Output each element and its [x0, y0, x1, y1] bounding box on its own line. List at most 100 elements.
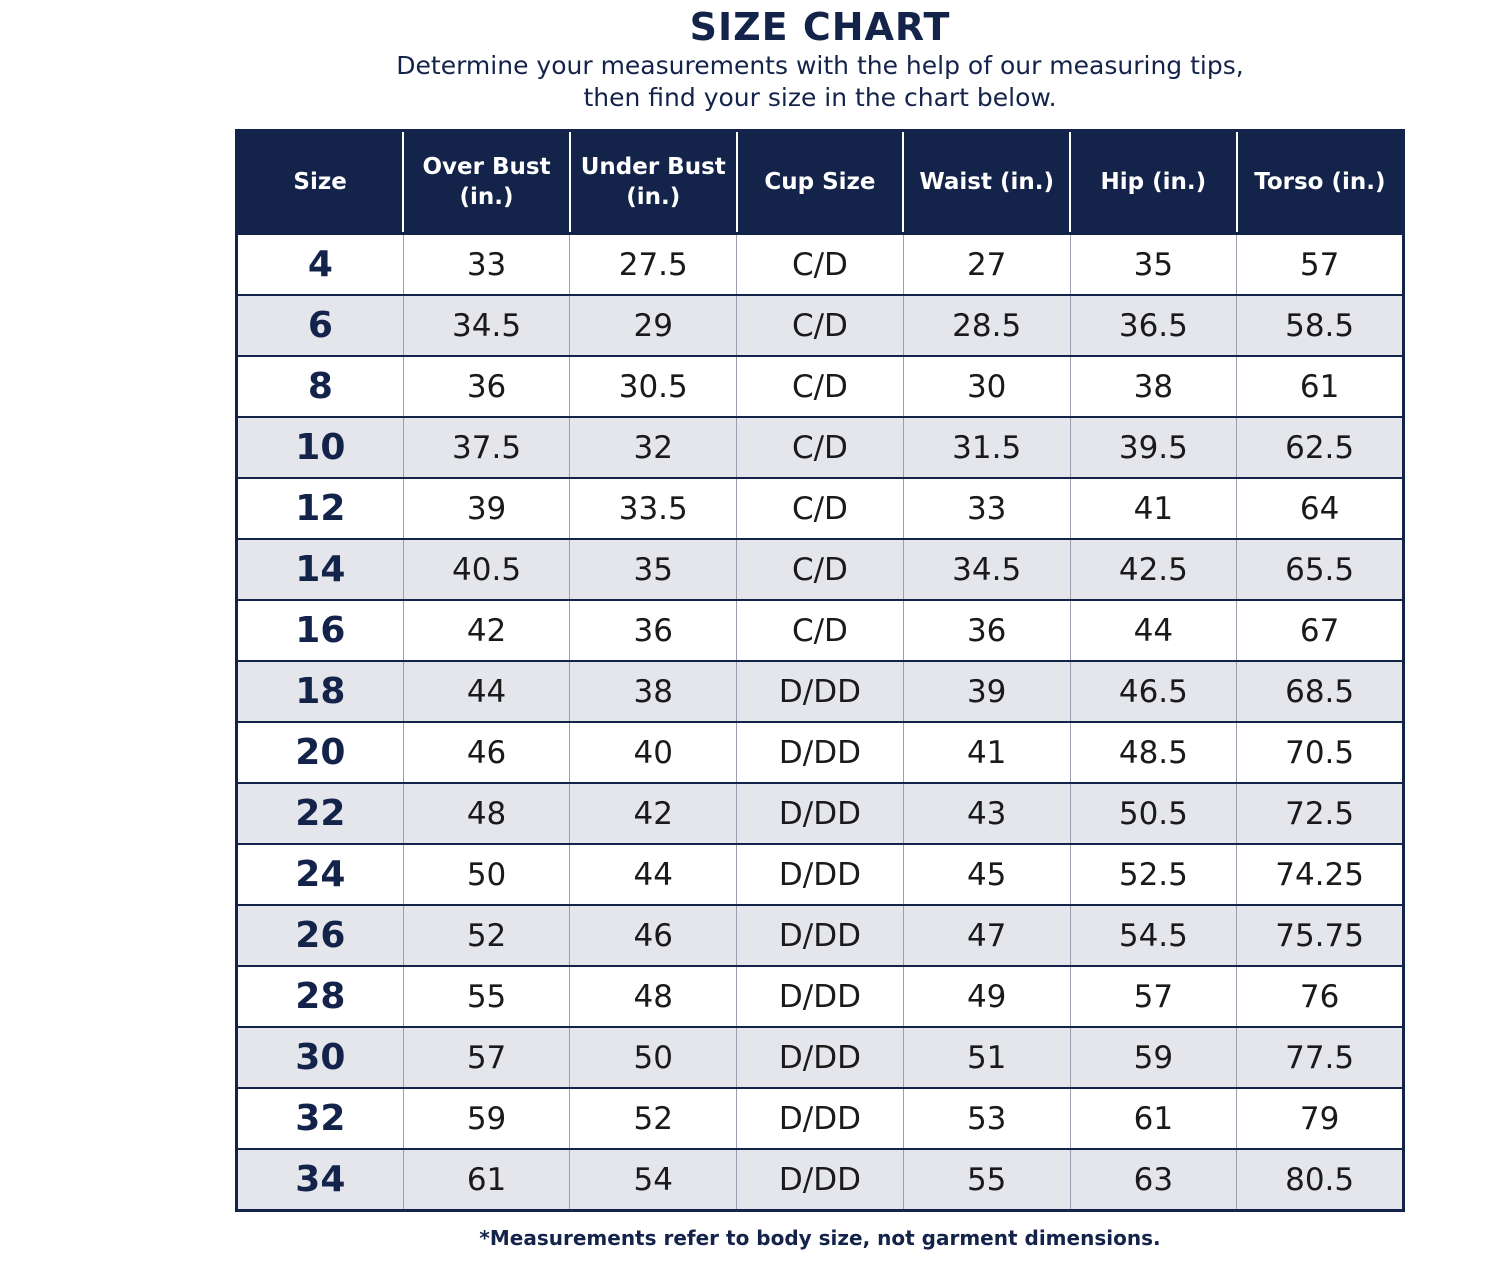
- table-cell: 36: [902, 599, 1071, 661]
- size-cell: 30: [236, 1026, 404, 1088]
- table-row: 4 33 27.5 C/D 27 35 57: [236, 232, 1404, 295]
- table-cell: 35: [569, 538, 737, 600]
- table-cell: C/D: [736, 477, 904, 539]
- column-header-label: Cup Size: [764, 169, 876, 195]
- table-row: 12 39 33.5 C/D 33 41 64: [236, 477, 1404, 539]
- table-cell: C/D: [736, 538, 904, 600]
- table-cell: 41: [1069, 477, 1237, 539]
- table-cell: 33: [402, 232, 570, 295]
- table-row: 6 34.5 29 C/D 28.5 36.5 58.5: [236, 294, 1404, 356]
- table-row: 10 37.5 32 C/D 31.5 39.5 62.5: [236, 416, 1404, 478]
- table-cell: 45: [902, 843, 1071, 905]
- table-cell: 53: [902, 1087, 1071, 1149]
- table-row: 30 57 50 D/DD 51 59 77.5: [236, 1026, 1404, 1088]
- table-cell: 50: [402, 843, 570, 905]
- table-cell: 70.5: [1236, 721, 1404, 783]
- column-header: Size: [236, 130, 404, 234]
- table-cell: 77.5: [1236, 1026, 1404, 1088]
- table-row: 18 44 38 D/DD 39 46.5 68.5: [236, 660, 1404, 722]
- table-body: 4 33 27.5 C/D 27 35 57 6 34.5 29 C/D 28.5 36.5 58.5 8 3…: [236, 232, 1404, 1211]
- table-cell: D/DD: [736, 843, 904, 905]
- table-cell: 50.5: [1069, 782, 1237, 844]
- table-cell: 59: [1069, 1026, 1237, 1088]
- table-cell: 54: [569, 1148, 737, 1211]
- table-cell: 32: [569, 416, 737, 478]
- table-cell: D/DD: [736, 660, 904, 722]
- column-header-label: Under Bust: [580, 154, 726, 180]
- table-cell: 44: [402, 660, 570, 722]
- table-cell: C/D: [736, 355, 904, 417]
- table-cell: 27: [902, 232, 1071, 295]
- table-cell: 55: [402, 965, 570, 1027]
- table-cell: 75.75: [1236, 904, 1404, 966]
- table-cell: C/D: [736, 232, 904, 295]
- column-header-label: Waist (in.): [919, 169, 1054, 195]
- table-cell: 51: [902, 1026, 1071, 1088]
- table-cell: 79: [1236, 1087, 1404, 1149]
- column-header-label: Hip (in.): [1100, 169, 1207, 195]
- table-cell: 33.5: [569, 477, 737, 539]
- table-cell: 54.5: [1069, 904, 1237, 966]
- table-cell: 55: [902, 1148, 1071, 1211]
- table-cell: D/DD: [736, 721, 904, 783]
- size-cell: 18: [236, 660, 404, 722]
- table-cell: 36: [569, 599, 737, 661]
- table-cell: 46.5: [1069, 660, 1237, 722]
- table-cell: 61: [1236, 355, 1404, 417]
- table-cell: 63: [1069, 1148, 1237, 1211]
- table-cell: 48: [402, 782, 570, 844]
- header-row: Size Over Bust (in.) Under Bust (in.) Cup Siz…: [236, 130, 1404, 234]
- table-cell: D/DD: [736, 904, 904, 966]
- table-cell: 50: [569, 1026, 737, 1088]
- size-cell: 32: [236, 1087, 404, 1149]
- table-cell: 57: [402, 1026, 570, 1088]
- table-row: 34 61 54 D/DD 55 63 80.5: [236, 1148, 1404, 1211]
- table-cell: 52: [402, 904, 570, 966]
- table-cell: 58.5: [1236, 294, 1404, 356]
- table-cell: C/D: [736, 294, 904, 356]
- subtitle-line-2: then find your size in the chart below.: [583, 83, 1057, 112]
- table-cell: 36: [402, 355, 570, 417]
- table-cell: 39.5: [1069, 416, 1237, 478]
- table-header: Size Over Bust (in.) Under Bust (in.) Cup Siz…: [236, 130, 1404, 234]
- table-cell: 52: [569, 1087, 737, 1149]
- table-cell: 67: [1236, 599, 1404, 661]
- table-cell: 48.5: [1069, 721, 1237, 783]
- table-row: 32 59 52 D/DD 53 61 79: [236, 1087, 1404, 1149]
- table-cell: 64: [1236, 477, 1404, 539]
- table-cell: D/DD: [736, 1026, 904, 1088]
- table-cell: D/DD: [736, 965, 904, 1027]
- table-cell: 38: [1069, 355, 1237, 417]
- column-header-label: Size: [293, 169, 347, 195]
- table-cell: 46: [402, 721, 570, 783]
- table-cell: 29: [569, 294, 737, 356]
- table-cell: D/DD: [736, 782, 904, 844]
- size-cell: 10: [236, 416, 404, 478]
- table-cell: 72.5: [1236, 782, 1404, 844]
- table-cell: 46: [569, 904, 737, 966]
- table-cell: 34.5: [402, 294, 570, 356]
- table-cell: 44: [569, 843, 737, 905]
- column-header-label: Over Bust: [422, 154, 551, 180]
- size-cell: 26: [236, 904, 404, 966]
- table-cell: 42: [569, 782, 737, 844]
- table-row: 16 42 36 C/D 36 44 67: [236, 599, 1404, 661]
- table-cell: 80.5: [1236, 1148, 1404, 1211]
- column-header: Over Bust (in.): [402, 130, 570, 234]
- size-cell: 8: [236, 355, 404, 417]
- table-row: 24 50 44 D/DD 45 52.5 74.25: [236, 843, 1404, 905]
- table-cell: 41: [902, 721, 1071, 783]
- table-cell: 38: [569, 660, 737, 722]
- table-row: 22 48 42 D/DD 43 50.5 72.5: [236, 782, 1404, 844]
- table-cell: 30: [902, 355, 1071, 417]
- table-cell: C/D: [736, 599, 904, 661]
- column-header-label: Torso (in.): [1254, 169, 1386, 195]
- table-cell: 40.5: [402, 538, 570, 600]
- size-cell: 16: [236, 599, 404, 661]
- table-row: 8 36 30.5 C/D 30 38 61: [236, 355, 1404, 417]
- column-header: Hip (in.): [1069, 130, 1237, 234]
- table-cell: 37.5: [402, 416, 570, 478]
- page-subtitle: Determine your measurements with the hel…: [0, 50, 1500, 114]
- column-header-unit: (in.): [459, 184, 514, 210]
- column-header-unit: (in.): [626, 184, 681, 210]
